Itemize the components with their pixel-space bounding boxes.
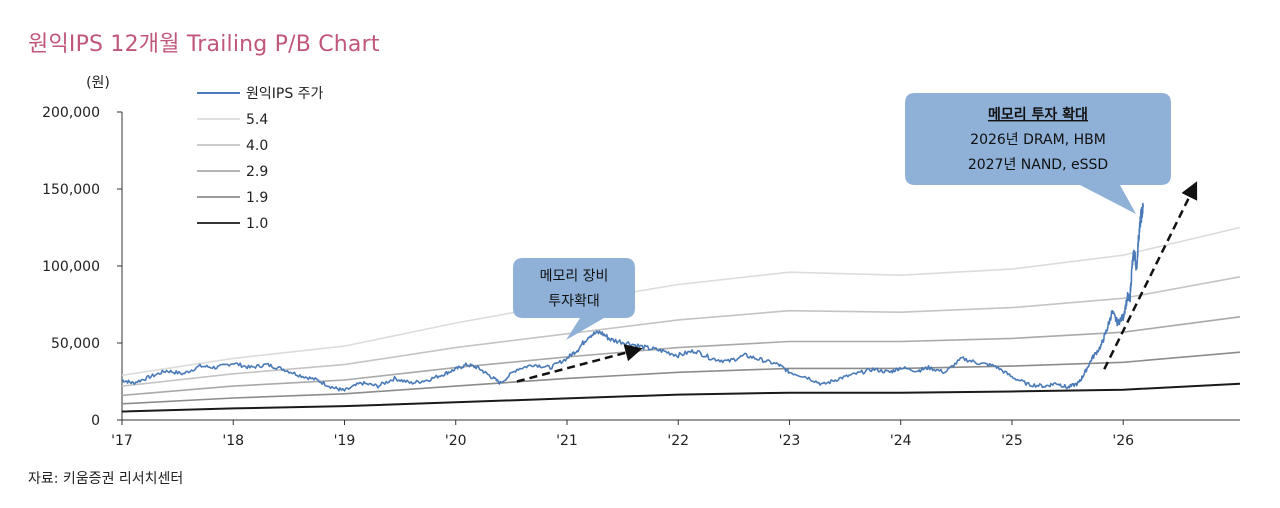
chart-title: 원익IPS 12개월 Trailing P/B Chart <box>28 32 380 57</box>
callout-memory-equipment-box <box>513 258 635 340</box>
pb-band-2-9 <box>121 316 1241 397</box>
price-series <box>122 202 1144 392</box>
x-tick-label: '17 <box>111 433 133 449</box>
y-tick-label: 50,000 <box>51 336 100 352</box>
price-line <box>122 202 1144 392</box>
callout-memory-equipment-line: 투자확대 <box>548 294 600 310</box>
x-tick-label: '26 <box>1112 433 1134 449</box>
callout-memory-investment-title: 메모리 투자 확대 <box>988 106 1088 123</box>
x-tick-label: '24 <box>890 433 912 449</box>
callout-memory-investment-line: 2026년 DRAM, HBM <box>970 132 1106 148</box>
x-tick-label: '25 <box>1001 433 1023 449</box>
legend-label: 2.9 <box>246 164 268 180</box>
pb-band-lines <box>121 226 1241 413</box>
pb-band-4-0 <box>121 276 1241 387</box>
trend-arrows <box>516 181 1198 383</box>
pb-band-5-4 <box>121 226 1241 377</box>
x-tick-label: '18 <box>222 433 244 449</box>
legend-label: 4.0 <box>246 138 268 154</box>
x-tick-label: '19 <box>334 433 356 449</box>
legend-label: 원익IPS 주가 <box>246 86 324 102</box>
y-axis-label: (원) <box>86 75 110 91</box>
y-tick-label: 100,000 <box>42 259 100 275</box>
callout-memory-investment-line: 2027년 NAND, eSSD <box>968 157 1108 173</box>
callout-memory-equipment-title: 메모리 장비 <box>540 269 609 285</box>
x-tick-label: '21 <box>556 433 578 449</box>
legend-label: 1.9 <box>246 190 268 206</box>
trend-arrow-2026 <box>1103 181 1198 370</box>
legend-label: 5.4 <box>246 112 268 128</box>
pb-band-1-0 <box>121 382 1241 413</box>
y-tick-label: 0 <box>91 413 100 429</box>
y-tick-label: 150,000 <box>42 182 100 198</box>
callout-memory-investment-box <box>905 93 1171 214</box>
x-tick-label: '20 <box>445 433 467 449</box>
y-tick-label: 200,000 <box>42 105 100 121</box>
source-note: 자료: 키움증권 리서치센터 <box>28 471 184 487</box>
x-tick-label: '22 <box>667 433 689 449</box>
trend-arrow-2021 <box>516 344 643 383</box>
legend-label: 1.0 <box>246 216 268 232</box>
legend: 원익IPS 주가 5.4 4.0 2.9 1.9 1.0 <box>197 86 324 232</box>
pb-band-1-9 <box>121 351 1241 405</box>
x-tick-label: '23 <box>779 433 801 449</box>
axes: (원) 0 50,000 100,000 150,000 200,000 '17 '18 '19… <box>42 75 1240 449</box>
